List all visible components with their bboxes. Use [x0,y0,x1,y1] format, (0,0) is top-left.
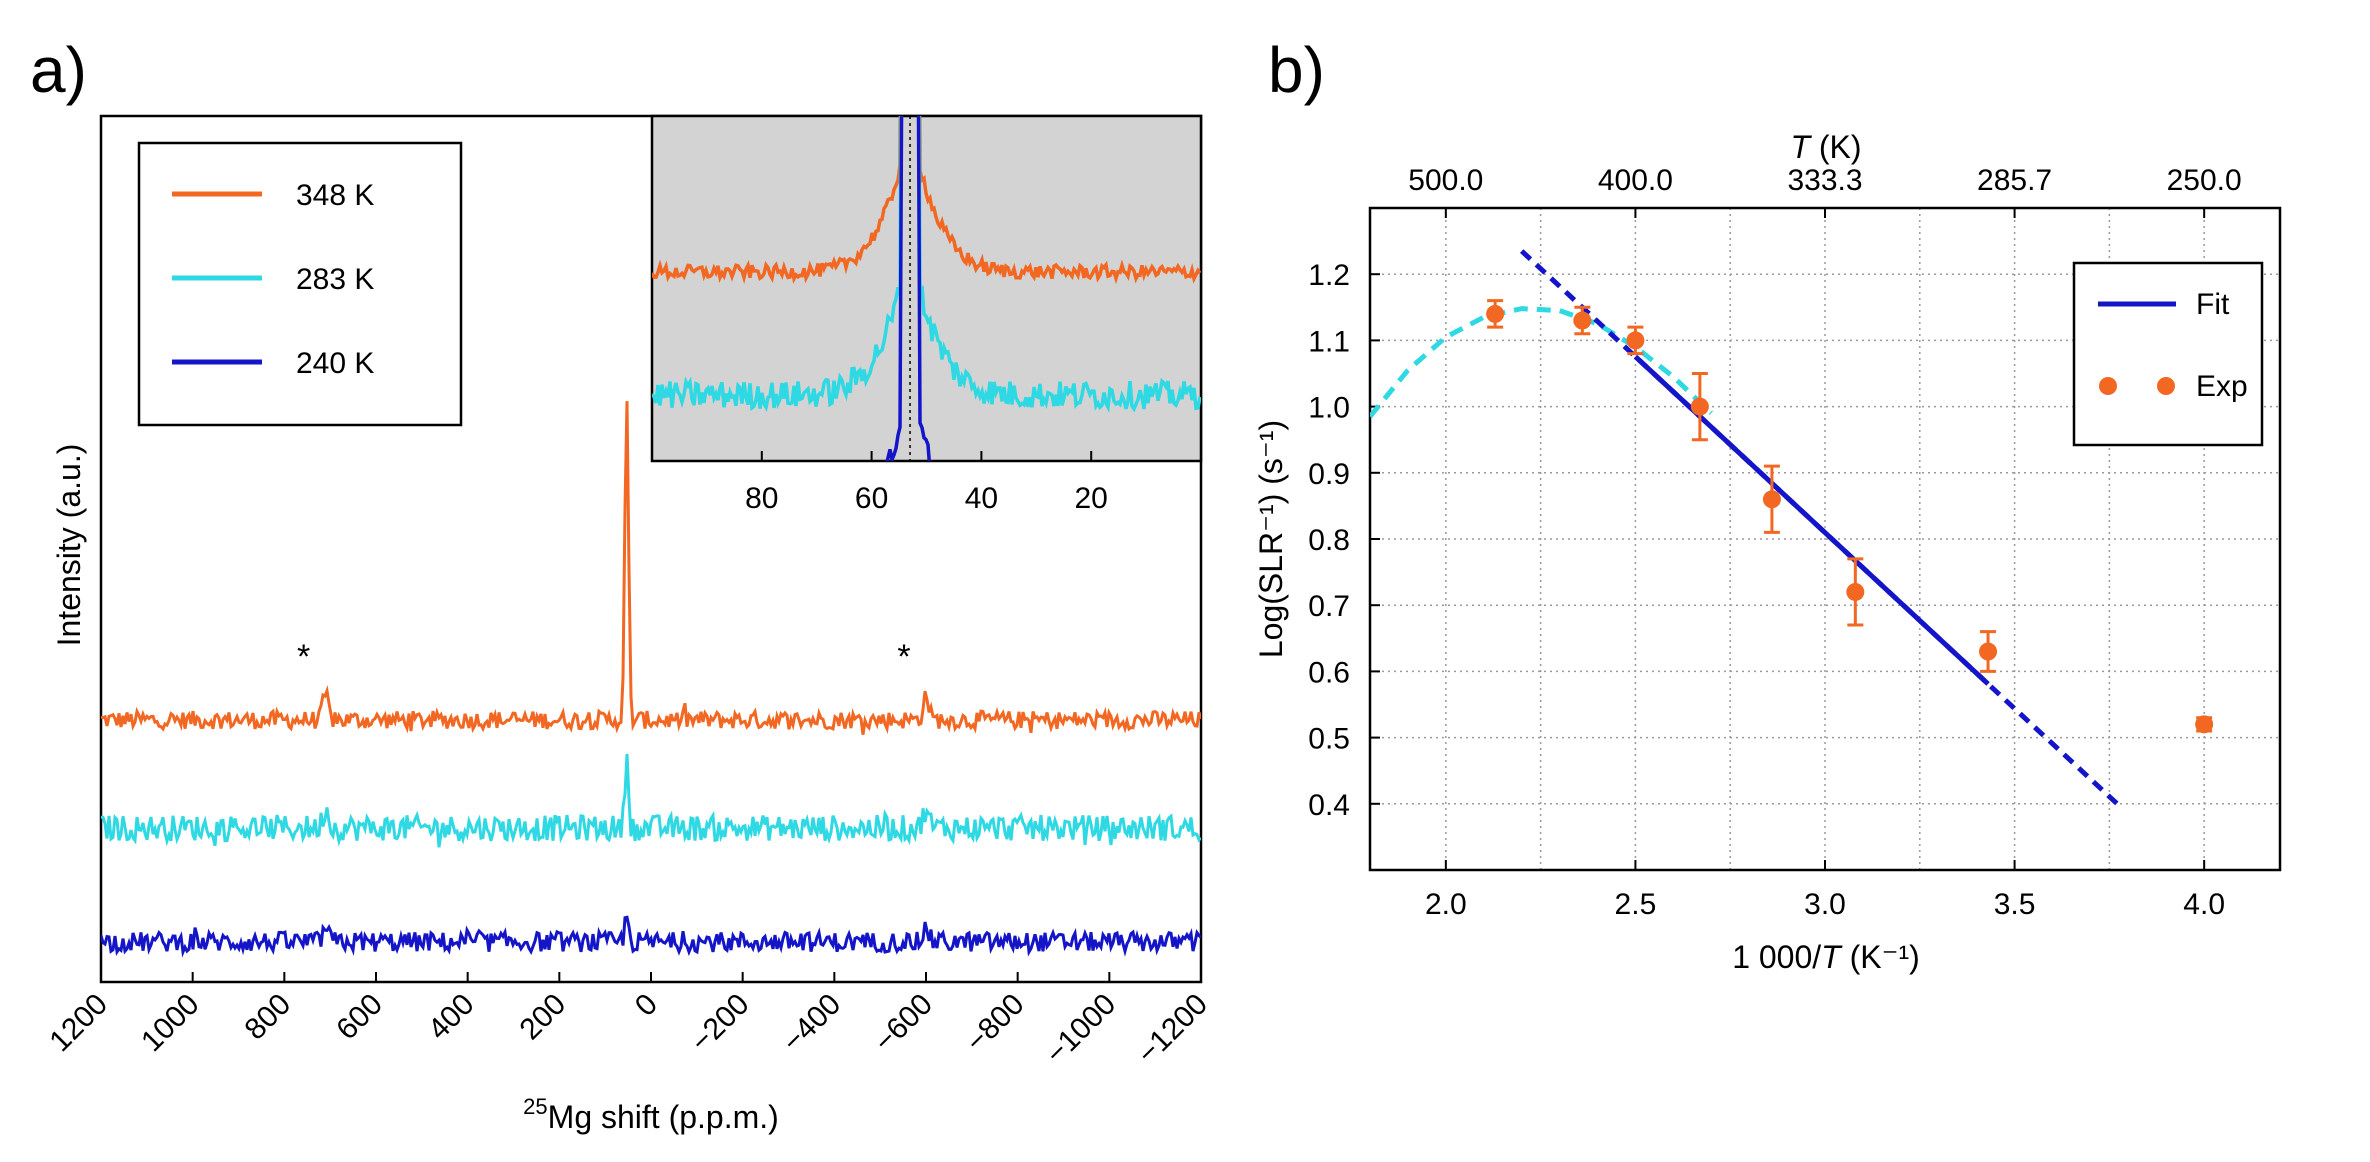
b-xtick-label: 2.5 [1615,888,1657,921]
exp-point [1762,490,1781,509]
a-xtick-label: −1000 [1039,988,1122,1071]
exp-point [1486,304,1505,323]
a-xtick-label: −1200 [1131,988,1214,1071]
sideband-marker: * [297,638,310,676]
panel-a-ylabel: Intensity (a.u.) [51,444,87,647]
inset-x-ticks: 80 60 40 20 [745,451,1108,515]
panel-a-legend-entries: 348 K 283 K 240 K [172,179,374,380]
b-ytick-label: 0.5 [1308,723,1350,756]
a-legend-label: 240 K [296,347,374,380]
panel-a-inset: 80 60 40 20 [650,114,1203,515]
xlabel-T: T [1821,939,1843,975]
top-axis-label-T: T [1790,129,1812,165]
inset-xtick-label: 40 [965,482,998,515]
inset-spectrum-283k [652,116,1201,413]
fit-line-solid [1633,354,1990,686]
a-xtick-label: 200 [514,988,573,1047]
inset-background [650,114,1203,463]
b-ytick-label: 1.1 [1308,325,1350,358]
inset-spectrum-240k [885,116,931,461]
a-xtick-label: −200 [684,988,755,1059]
a-xtick-label: 1000 [135,988,206,1059]
spectrum-240k [101,915,1201,958]
exp-point [1626,331,1645,350]
a-legend-label: 283 K [296,263,374,296]
b-legend-exp-marker [2099,377,2117,395]
b-ytick-label: 0.8 [1308,524,1350,557]
a-xtick-label: 1200 [43,988,114,1059]
panel-b-ylabel: Log(SLR⁻¹) (s⁻¹) [1253,420,1289,658]
b-top-tick-label: 250.0 [2167,164,2242,197]
b-ytick-label: 1.2 [1308,259,1350,292]
b-legend-fit-label: Fit [2196,288,2230,321]
panel-a: a) 1200 1000 800 600 400 200 0 −200 −400 −600 −800… [30,34,1214,1135]
exp-point [1979,642,1998,661]
panel-b-grid [1370,208,2280,870]
inset-xtick-label: 20 [1075,482,1108,515]
b-top-tick-label: 285.7 [1977,164,2052,197]
b-top-tick-label: 333.3 [1787,164,1862,197]
a-xtick-label: 800 [239,988,298,1047]
b-ytick-label: 0.6 [1308,656,1350,689]
panel-b-legend-entries: Fit Exp [2098,288,2248,403]
b-legend-exp-label: Exp [2196,370,2248,403]
spectrum-283k [101,753,1201,848]
panel-b-label: b) [1268,34,1325,106]
panel-a-legend-box [137,141,463,427]
b-top-tick-label: 400.0 [1598,164,1673,197]
a-xtick-label: −400 [776,988,847,1059]
guide-curve [1370,306,1713,419]
panel-b-xlabel: 1 000/T (K⁻¹) [1732,939,1920,975]
inset-xtick-label: 80 [745,482,778,515]
panel-a-xlabel-sup: 25 [523,1094,547,1119]
panel-a-spectra [101,401,1201,958]
b-ytick-label: 1.0 [1308,392,1350,425]
panel-a-xlabel: 25Mg shift (p.p.m.) [523,1094,779,1135]
panel-a-xlabel-main: Mg shift (p.p.m.) [548,1099,779,1135]
b-xtick-label: 2.0 [1425,888,1467,921]
b-top-tick-label: 500.0 [1408,164,1483,197]
b-xtick-label: 3.5 [1994,888,2036,921]
panel-b-plot [1370,249,2214,809]
b-ytick-label: 0.9 [1308,458,1350,491]
panel-a-x-ticks: 1200 1000 800 600 400 200 0 −200 −400 −600 −800 −10… [43,972,1214,1071]
panel-a-legend: 348 K 283 K 240 K [137,141,463,427]
a-legend-label: 348 K [296,179,374,212]
exp-point [1573,311,1592,330]
a-xtick-label: −600 [868,988,939,1059]
spectrum-348k [101,401,1201,735]
a-xtick-label: 400 [422,988,481,1047]
xlabel-prefix: 1 000/ [1732,939,1821,975]
exp-point [2195,715,2214,734]
a-xtick-label: −800 [959,988,1030,1059]
b-xtick-label: 4.0 [2183,888,2225,921]
sideband-marker: * [897,638,910,676]
panel-a-sideband-markers: * * [297,638,911,676]
b-ytick-label: 0.4 [1308,789,1350,822]
panel-b-legend: Fit Exp [2072,261,2264,447]
xlabel-suffix: (K⁻¹) [1841,939,1920,975]
b-xtick-label: 3.0 [1804,888,1846,921]
panel-b-ticks: 2.0 2.5 3.0 3.5 4.0 500.0 400.0 333.3 285.7 250.0… [1308,164,2241,921]
inset-xtick-label: 60 [855,482,888,515]
panel-a-label: a) [30,34,87,106]
a-xtick-label: 600 [330,988,389,1047]
panel-b-top-axis-label: T (K) [1790,129,1861,165]
inset-spectrum-348k [652,116,1201,285]
b-ytick-label: 0.7 [1308,590,1350,623]
exp-point [1690,397,1709,416]
panel-b-legend-box [2072,261,2264,447]
a-xtick-label: 0 [629,988,664,1023]
b-legend-exp-marker [2157,377,2175,395]
exp-point [1846,582,1865,601]
inset-spectra [652,116,1201,461]
top-axis-label-unit: (K) [1810,129,1862,165]
